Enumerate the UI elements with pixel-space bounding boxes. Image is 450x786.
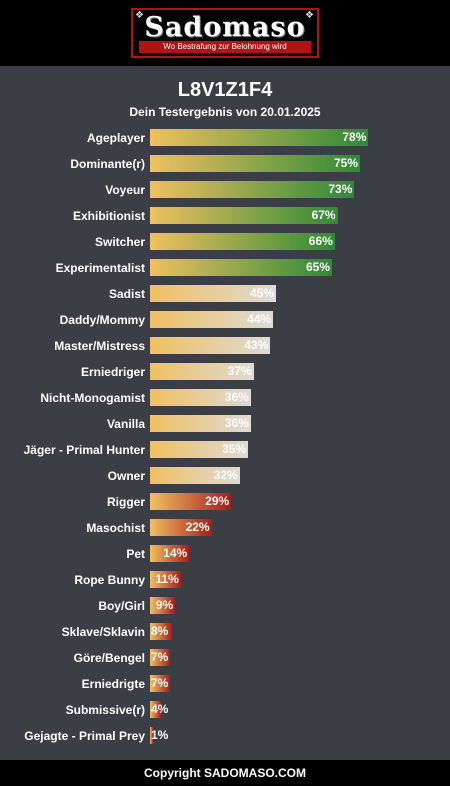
result-bar: 7% (150, 675, 170, 692)
bar-label: Sklave/Sklavin (61, 625, 145, 639)
result-bar: 22% (150, 519, 212, 536)
result-bar: 29% (150, 493, 232, 510)
result-bar: 14% (150, 545, 190, 562)
bar-value: 22% (185, 520, 210, 534)
bar-value: 29% (205, 494, 230, 508)
result-title: L8V1Z1F4 (177, 79, 273, 101)
bar-label: Exhibitionist (73, 209, 145, 223)
bar-label: Rope Bunny (74, 573, 145, 587)
ornament-icon: ❖ (305, 10, 314, 21)
bar-value: 75% (333, 156, 358, 170)
logo-wordmark: Sadomaso (144, 12, 306, 43)
bar-label: Pet (126, 547, 145, 561)
result-bar: 35% (150, 441, 248, 458)
bar-label: Jäger - Primal Hunter (23, 443, 145, 457)
result-bar: 73% (150, 181, 355, 198)
logo-tagline: Wo Bestrafung zur Belohnung wird (139, 41, 311, 53)
bar-value: 36% (224, 416, 249, 430)
bar-label: Boy/Girl (98, 599, 145, 613)
bar-value: 14% (163, 546, 188, 560)
result-bar: 1% (150, 727, 168, 744)
result-bar: 43% (150, 337, 271, 354)
result-bar: 45% (150, 285, 276, 302)
bar-label: Nicht-Monogamist (40, 391, 145, 405)
result-bar: 75% (150, 155, 360, 172)
bar-value: 37% (227, 364, 252, 378)
bar-value: 32% (213, 468, 238, 482)
bar-label: Rigger (106, 495, 145, 509)
footer-copyright: Copyright SADOMASO.COM (0, 760, 450, 786)
bar-value: 78% (342, 130, 367, 144)
result-bar: 32% (150, 467, 240, 484)
result-bar: 44% (150, 311, 274, 328)
bar-value: 7% (151, 650, 169, 664)
bar-value: 4% (151, 702, 169, 716)
bar-label: Masochist (86, 521, 145, 535)
bar-label: Experimentalist (55, 261, 145, 275)
result-bar: 36% (150, 389, 251, 406)
bar-value: 43% (244, 338, 269, 352)
bar-label: Submissive(r) (65, 703, 145, 717)
bar-label: Ageplayer (86, 131, 145, 145)
bar-value: 67% (311, 208, 336, 222)
bar-value: 36% (224, 390, 249, 404)
bar-value: 66% (308, 234, 333, 248)
ornament-icon: ❖ (135, 10, 144, 21)
bar-label: Voyeur (105, 183, 145, 197)
result-bar: 65% (150, 259, 332, 276)
bar-label: Master/Mistress (54, 339, 145, 353)
result-bar: 11% (150, 571, 181, 588)
bar-label: Sadist (108, 287, 145, 301)
bar-label: Daddy/Mommy (59, 313, 145, 327)
bar-value: 8% (151, 624, 169, 638)
header-bar: ❖ ❖ Sadomaso Wo Bestrafung zur Belohnung… (0, 0, 450, 66)
site-logo[interactable]: ❖ ❖ Sadomaso Wo Bestrafung zur Belohnung… (131, 8, 319, 58)
bar-value: 73% (328, 182, 353, 196)
bar-value: 44% (247, 312, 272, 326)
bar-label: Erniedrigte (81, 677, 145, 691)
result-bar: 78% (150, 129, 369, 146)
result-bar: 4% (150, 701, 168, 718)
result-subtitle: Dein Testergebnis von 20.01.2025 (129, 105, 321, 119)
bar-label: Gejagte - Primal Prey (24, 729, 145, 743)
bar-value: 65% (305, 260, 330, 274)
bar-value: 9% (155, 598, 174, 612)
result-bar: 67% (150, 207, 338, 224)
bar-label: Erniedriger (80, 365, 145, 379)
bar-value: 7% (151, 676, 169, 690)
bar-value: 1% (151, 728, 169, 742)
result-bar: 8% (150, 623, 173, 640)
bar-value: 11% (155, 572, 179, 586)
bar-label: Vanilla (106, 417, 145, 431)
bar-value: 45% (249, 286, 274, 300)
result-bar: 66% (150, 233, 335, 250)
result-bar: 37% (150, 363, 254, 380)
result-bar: 36% (150, 415, 251, 432)
bar-value: 35% (221, 442, 246, 456)
bar-label: Göre/Bengel (73, 651, 145, 665)
result-bar: 9% (150, 597, 176, 614)
result-bar: 7% (150, 649, 170, 666)
bar-label: Dominante(r) (70, 157, 145, 171)
bar-label: Owner (107, 469, 145, 483)
bar-label: Switcher (94, 235, 145, 249)
